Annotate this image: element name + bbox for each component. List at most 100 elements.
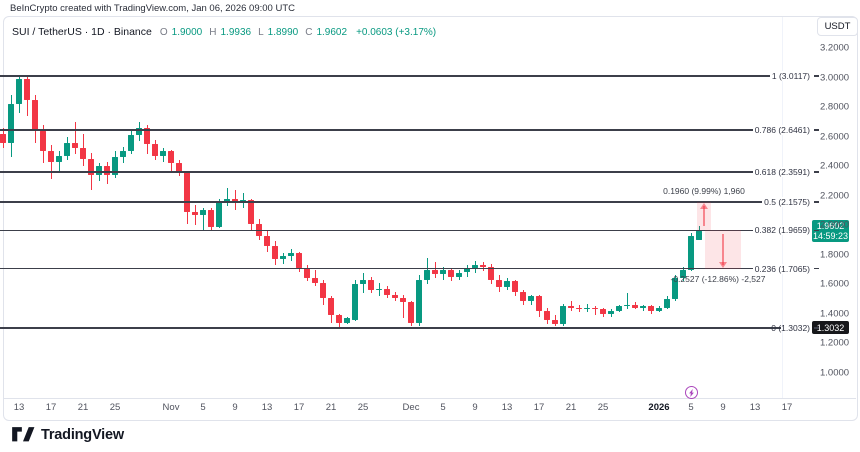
time-label: 25 [597, 402, 609, 413]
time-label: 17 [293, 402, 305, 413]
candle-body [600, 309, 606, 314]
candle-wick [482, 262, 484, 272]
candle-body [576, 307, 582, 310]
time-label: 9 [472, 402, 478, 413]
time-label: 13 [501, 402, 513, 413]
close-value: 1.9602 [316, 27, 348, 38]
candle-body [688, 235, 694, 270]
fib-level-label: 0.236 (1.7065) [752, 263, 812, 274]
candle-body [88, 158, 94, 175]
candle-body [384, 288, 390, 295]
candle-body [224, 198, 230, 202]
time-label: 17 [45, 402, 57, 413]
fib-label-dash [814, 267, 819, 270]
tradingview-logo[interactable]: TradingView [11, 425, 124, 444]
candle-body [80, 148, 86, 159]
candle-body [344, 318, 350, 323]
candle-wick [242, 192, 244, 208]
candle-body [208, 210, 214, 227]
candle-wick [594, 306, 596, 316]
fib-level-line [0, 171, 781, 173]
candle-body [32, 99, 38, 131]
candle-body [648, 306, 654, 311]
candle-body [64, 142, 70, 156]
measure-down-label: -0.2527 (-12.86%) -2,527 [670, 274, 766, 284]
candle-body [560, 306, 566, 325]
fib-level-line [0, 267, 781, 270]
symbol-title[interactable]: SUI / TetherUS · 1D · Binance [12, 26, 152, 38]
measure-arrow-line [722, 234, 724, 265]
price-tick: 2.6000 [820, 131, 850, 143]
fib-label-dash [814, 229, 819, 232]
candle-body [448, 269, 454, 277]
candle-body [96, 166, 102, 176]
candle-body [416, 279, 422, 323]
candle-body [400, 297, 406, 303]
candle-body [272, 245, 278, 260]
high-key: H [209, 27, 217, 38]
low-value: 1.8990 [267, 27, 299, 38]
time-label: 2026 [648, 402, 670, 413]
candle-body [424, 269, 430, 280]
candle-body [40, 130, 46, 152]
candle-body [192, 211, 198, 215]
time-axis-separator [4, 398, 856, 399]
fib-level-line [0, 201, 781, 203]
candle-wick [50, 145, 52, 180]
currency-toggle-button[interactable]: USDT [817, 17, 858, 36]
price-tick: 2.4000 [820, 160, 850, 172]
price-tick: 2.8000 [820, 101, 850, 113]
candle-body [632, 304, 638, 308]
candle-body [144, 127, 150, 144]
time-label: 21 [325, 402, 337, 413]
event-marker-icon[interactable] [685, 386, 698, 399]
candle-body [24, 79, 30, 100]
time-label: 17 [533, 402, 545, 413]
price-tick: 2.2000 [820, 190, 850, 202]
candle-body [680, 269, 686, 279]
candle-wick [402, 294, 404, 319]
candle-body [320, 282, 326, 298]
candle-body [616, 306, 622, 311]
candle-body [584, 307, 590, 310]
fib-label-dash [814, 327, 819, 329]
candle-body [592, 307, 598, 310]
fib-level-line [0, 129, 781, 131]
candle-body [128, 135, 134, 152]
fib-level-line [0, 75, 781, 77]
price-tick: 1.2000 [820, 337, 850, 349]
candle-body [528, 296, 534, 301]
fib-level-line [0, 327, 781, 329]
candle-body [568, 306, 574, 308]
candle-wick [314, 269, 316, 286]
open-value: 1.9000 [171, 27, 203, 38]
time-label: Nov [162, 402, 180, 413]
time-label: 25 [357, 402, 369, 413]
candle-body [136, 127, 142, 136]
bar-countdown: 14:59:23 [812, 231, 849, 241]
candle-body [8, 104, 14, 143]
candle-body [488, 266, 494, 280]
candle-body [656, 307, 662, 311]
candlestick-chart[interactable] [0, 45, 782, 398]
attribution-text: BeInCrypto created with TradingView.com,… [10, 3, 295, 14]
candle-body [200, 210, 206, 215]
candle-body [304, 268, 310, 279]
time-label: 13 [261, 402, 273, 413]
candle-body [544, 310, 550, 320]
price-tick: 1.4000 [820, 308, 850, 320]
candle-wick [202, 207, 204, 230]
candle-body [432, 269, 438, 274]
time-label: 25 [109, 402, 121, 413]
candle-body [480, 265, 486, 267]
candle-body [672, 278, 678, 300]
time-label: 13 [13, 402, 25, 413]
candle-body [280, 256, 286, 260]
candle-body [168, 151, 174, 164]
candle-wick [570, 300, 572, 311]
measure-arrow-line [703, 205, 705, 227]
time-axis[interactable] [4, 399, 856, 419]
candle-body [312, 278, 318, 283]
candle-wick [626, 293, 628, 310]
